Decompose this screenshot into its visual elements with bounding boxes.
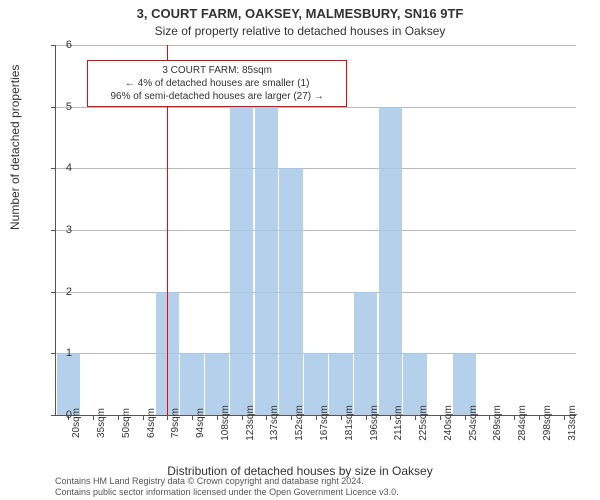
xtick-mark (143, 415, 144, 420)
xtick-mark (440, 415, 441, 420)
xtick-mark (167, 415, 168, 420)
xtick-label: 181sqm (344, 405, 355, 441)
ytick-label: 5 (66, 101, 72, 113)
xtick-mark (564, 415, 565, 420)
xtick-label: 94sqm (195, 408, 206, 438)
ytick-label: 1 (66, 347, 72, 359)
ytick-mark (51, 230, 56, 231)
xtick-label: 225sqm (418, 405, 429, 441)
bar (57, 353, 81, 415)
ytick-label: 3 (66, 224, 72, 236)
bar (354, 292, 378, 415)
annotation-line: 3 COURT FARM: 85sqm (94, 64, 340, 77)
bar (279, 168, 303, 415)
xtick-mark (291, 415, 292, 420)
footer-line1: Contains HM Land Registry data © Crown c… (55, 476, 399, 487)
ytick-mark (51, 107, 56, 108)
ytick-mark (51, 168, 56, 169)
xtick-label: 196sqm (369, 405, 380, 441)
xtick-mark (415, 415, 416, 420)
ytick-label: 6 (66, 39, 72, 51)
xtick-mark (465, 415, 466, 420)
xtick-label: 108sqm (220, 405, 231, 441)
xtick-label: 240sqm (443, 405, 454, 441)
xtick-label: 123sqm (245, 405, 256, 441)
ytick-label: 4 (66, 162, 72, 174)
gridline (56, 230, 576, 231)
chart-title: 3, COURT FARM, OAKSEY, MALMESBURY, SN16 … (0, 6, 600, 21)
gridline (56, 168, 576, 169)
gridline (56, 292, 576, 293)
xtick-label: 269sqm (492, 405, 503, 441)
xtick-label: 298sqm (542, 405, 553, 441)
annotation-line: ← 4% of detached houses are smaller (1) (94, 77, 340, 90)
gridline (56, 45, 576, 46)
ytick-mark (51, 353, 56, 354)
bar (379, 107, 403, 415)
footer-line2: Contains public sector information licen… (55, 487, 399, 498)
annotation-line: 96% of semi-detached houses are larger (… (94, 90, 340, 103)
ytick-mark (51, 45, 56, 46)
chart-subtitle: Size of property relative to detached ho… (0, 24, 600, 38)
y-axis-label: Number of detached properties (8, 65, 22, 230)
xtick-mark (217, 415, 218, 420)
footer-attribution: Contains HM Land Registry data © Crown c… (55, 476, 399, 498)
xtick-mark (539, 415, 540, 420)
xtick-mark (366, 415, 367, 420)
xtick-mark (242, 415, 243, 420)
xtick-mark (192, 415, 193, 420)
xtick-label: 167sqm (319, 405, 330, 441)
xtick-mark (316, 415, 317, 420)
plot-area: 3 COURT FARM: 85sqm← 4% of detached hous… (55, 45, 576, 416)
bar (255, 107, 279, 415)
xtick-mark (266, 415, 267, 420)
ytick-mark (51, 292, 56, 293)
annotation-box: 3 COURT FARM: 85sqm← 4% of detached hous… (87, 60, 347, 107)
xtick-label: 35sqm (96, 408, 107, 438)
xtick-mark (514, 415, 515, 420)
gridline (56, 107, 576, 108)
xtick-mark (390, 415, 391, 420)
xtick-label: 254sqm (468, 405, 479, 441)
bar (180, 353, 204, 415)
xtick-label: 79sqm (170, 408, 181, 438)
xtick-label: 211sqm (393, 406, 404, 441)
xtick-label: 137sqm (269, 405, 280, 441)
xtick-label: 20sqm (71, 408, 82, 438)
xtick-mark (93, 415, 94, 420)
xtick-mark (341, 415, 342, 420)
xtick-label: 313sqm (567, 405, 578, 441)
ytick-label: 2 (66, 286, 72, 298)
xtick-label: 64sqm (146, 408, 157, 438)
xtick-mark (118, 415, 119, 420)
xtick-label: 50sqm (121, 408, 132, 438)
bar (230, 107, 254, 415)
xtick-label: 152sqm (294, 405, 305, 441)
xtick-label: 284sqm (517, 405, 528, 441)
xtick-mark (489, 415, 490, 420)
ytick-mark (51, 415, 56, 416)
